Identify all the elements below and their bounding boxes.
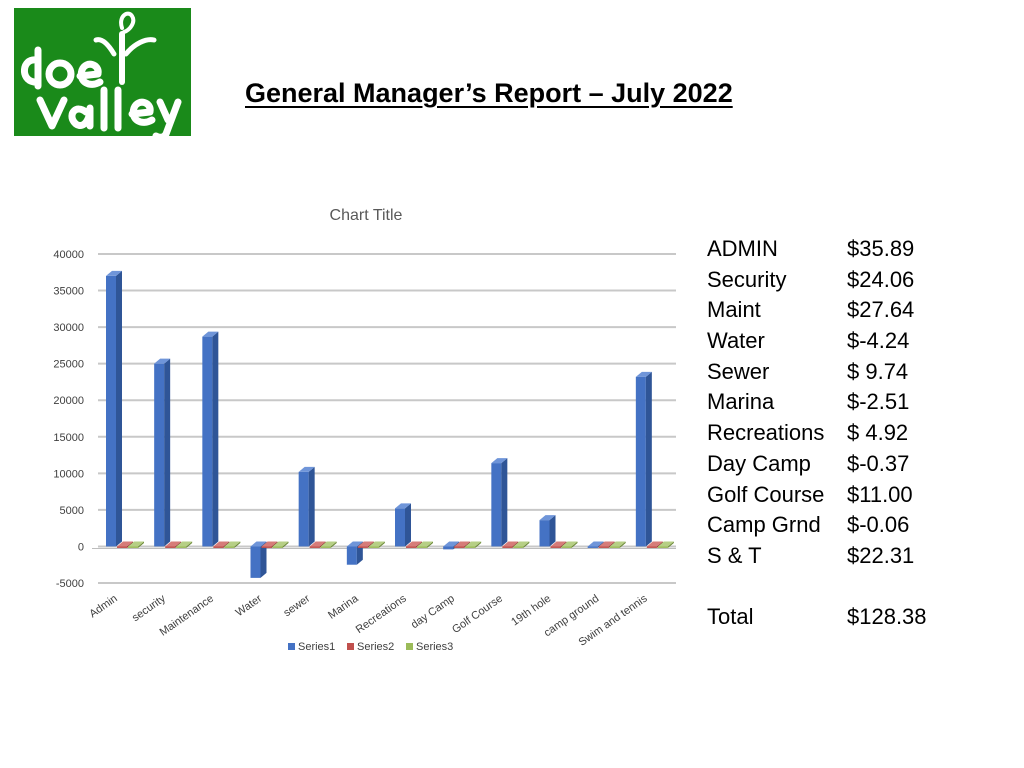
legend-label: Series2 <box>357 641 394 653</box>
summary-amount: $-0.37 <box>847 450 910 476</box>
y-tick-label: 15000 <box>53 432 84 444</box>
summary-row-camp-grnd: Camp Grnd $-0.06 <box>707 510 1007 541</box>
bar-chart: Chart Title 40000 35000 30000 25000 20000 150… <box>53 207 676 653</box>
legend-item-series3: Series3 <box>406 641 453 653</box>
x-tick-label: Water <box>234 592 265 619</box>
summary-label: Security <box>707 266 787 292</box>
summary-label: Day Camp <box>707 450 811 476</box>
bar-series3-maintenance <box>224 541 241 548</box>
x-tick-label: Maintenance <box>158 593 216 639</box>
x-tick-label: security <box>130 592 168 624</box>
summary-label: Recreations <box>707 420 825 446</box>
y-tick-label: 20000 <box>53 395 84 407</box>
summary-label: Camp Grnd <box>707 512 821 538</box>
y-tick-label: 5000 <box>60 505 84 517</box>
summary-label: Golf Course <box>707 481 825 507</box>
bar-series1-sewer <box>298 466 315 547</box>
bar-series1-golf-course <box>491 458 508 547</box>
summary-amount: $-2.51 <box>847 389 910 415</box>
summary-amount: $-4.24 <box>847 328 910 354</box>
y-tick-label: 25000 <box>53 359 84 371</box>
summary-row-sewer: Sewer $ 9.74 <box>707 357 1007 388</box>
summary-row-s-and-t: S & T $22.31 <box>707 541 1007 572</box>
x-tick-label: 19th hole <box>509 593 553 629</box>
total-label: Total <box>707 603 754 629</box>
summary-amount: $ 9.74 <box>847 358 909 384</box>
bar-series1-swim-and-tennis <box>635 371 652 547</box>
bar-series3-golf-course <box>513 541 530 548</box>
summary-list: ADMIN $35.89 Security $24.06 Maint $27.6… <box>707 234 1007 632</box>
y-tick-label: 35000 <box>53 286 84 298</box>
summary-amount: $35.89 <box>847 236 915 261</box>
summary-amount: $11.00 <box>847 481 913 507</box>
x-tick-label: Admin <box>87 593 119 621</box>
legend-label: Series1 <box>298 641 335 653</box>
x-tick-label: Marina <box>326 592 361 622</box>
summary-row-day-camp: Day Camp $-0.37 <box>707 449 1007 480</box>
y-tick-label: 10000 <box>53 468 84 480</box>
bar-series3-19th-hole <box>561 541 578 548</box>
x-tick-label: Golf Course <box>450 593 505 637</box>
summary-label: S & T <box>707 542 762 568</box>
bar-series1-recreations <box>395 503 411 547</box>
y-tick-label: 0 <box>78 541 84 553</box>
summary-row-admin: ADMIN $35.89 <box>707 234 1007 265</box>
summary-label: Marina <box>707 389 775 415</box>
x-tick-label: sewer <box>281 592 312 619</box>
summary-label: Maint <box>707 297 761 323</box>
bar-series3-admin <box>128 541 144 548</box>
total-amount: $128.38 <box>847 603 927 629</box>
legend-item-series1: Series1 <box>288 641 335 653</box>
y-tick-label: 40000 <box>53 249 84 261</box>
y-tick-label: -5000 <box>56 578 84 590</box>
summary-row-golf-course: Golf Course $11.00 <box>707 480 1007 511</box>
summary-amount: $22.31 <box>847 542 915 568</box>
summary-row-marina: Marina $-2.51 <box>707 387 1007 418</box>
chart-title: Chart Title <box>330 207 403 224</box>
summary-row-total: Total $128.38 <box>707 602 1007 633</box>
summary-amount: $-0.06 <box>847 512 910 538</box>
bar-series3-swim-and-tennis <box>657 541 674 548</box>
doe-valley-logo <box>14 8 191 136</box>
bar-series1-security <box>154 358 171 547</box>
summary-row-water: Water $-4.24 <box>707 326 1007 357</box>
summary-spacer <box>707 572 1007 602</box>
bar-series3-day-camp <box>465 541 482 548</box>
summary-amount: $27.64 <box>847 297 915 323</box>
summary-label: Water <box>707 328 765 354</box>
bar-series3-marina <box>368 541 385 548</box>
summary-row-recreations: Recreations $ 4.92 <box>707 418 1007 449</box>
legend-label: Series3 <box>416 641 453 653</box>
legend-item-series2: Series2 <box>347 641 394 653</box>
summary-label: ADMIN <box>707 236 778 261</box>
x-tick-label: Recreations <box>354 592 409 636</box>
bar-series1-water <box>250 541 267 578</box>
summary-amount: $24.06 <box>847 266 915 292</box>
bar-series1-19th-hole <box>539 515 556 547</box>
summary-label: Sewer <box>707 358 770 384</box>
summary-row-security: Security $24.06 <box>707 265 1007 296</box>
bar-series3-sewer <box>320 541 337 548</box>
bar-series3-camp-ground <box>609 541 626 548</box>
bar-series1-admin <box>106 270 122 547</box>
report-title: General Manager’s Report – July 2022 <box>245 78 733 108</box>
bar-series3-security <box>176 541 193 548</box>
bar-series1-maintenance <box>202 331 219 547</box>
summary-amount: $ 4.92 <box>847 420 909 446</box>
summary-row-maint: Maint $27.64 <box>707 295 1007 326</box>
bar-series3-water <box>272 541 289 548</box>
bar-series3-recreations <box>417 541 433 548</box>
y-tick-label: 30000 <box>53 322 84 334</box>
